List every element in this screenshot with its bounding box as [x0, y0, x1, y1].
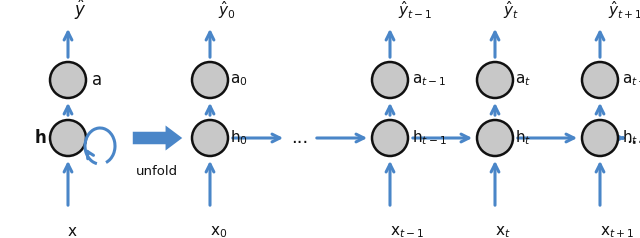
- Text: ...: ...: [291, 129, 308, 147]
- Text: a: a: [92, 71, 102, 89]
- Text: h$_{t-1}$: h$_{t-1}$: [412, 129, 447, 147]
- Text: x$_0$: x$_0$: [210, 224, 227, 238]
- FancyArrowPatch shape: [132, 125, 182, 150]
- Text: $\hat{y}_{t-1}$: $\hat{y}_{t-1}$: [398, 0, 433, 21]
- Text: a$_t$: a$_t$: [515, 72, 531, 88]
- Text: unfold: unfold: [136, 165, 178, 178]
- Text: $\hat{y}_{t+1}$: $\hat{y}_{t+1}$: [608, 0, 640, 21]
- Text: h: h: [35, 129, 46, 147]
- Text: a$_{t+1}$: a$_{t+1}$: [622, 72, 640, 88]
- Text: h$_0$: h$_0$: [230, 129, 248, 147]
- Text: a$_{t-1}$: a$_{t-1}$: [412, 72, 447, 88]
- Ellipse shape: [582, 120, 618, 156]
- Text: x: x: [68, 224, 77, 238]
- Ellipse shape: [50, 120, 86, 156]
- Ellipse shape: [50, 62, 86, 98]
- Text: h$_t$: h$_t$: [515, 129, 531, 147]
- Text: h$_{t+1}$: h$_{t+1}$: [622, 129, 640, 147]
- Text: a$_0$: a$_0$: [230, 72, 248, 88]
- Ellipse shape: [477, 120, 513, 156]
- Ellipse shape: [372, 62, 408, 98]
- Text: ...: ...: [627, 129, 640, 147]
- Text: x$_{t+1}$: x$_{t+1}$: [600, 224, 634, 238]
- Ellipse shape: [192, 120, 228, 156]
- Text: $\hat{y}_0$: $\hat{y}_0$: [218, 0, 236, 21]
- Ellipse shape: [582, 62, 618, 98]
- Text: $\hat{y}$: $\hat{y}$: [74, 0, 86, 22]
- Ellipse shape: [192, 62, 228, 98]
- Text: x$_{t-1}$: x$_{t-1}$: [390, 224, 424, 238]
- Text: $\hat{y}_t$: $\hat{y}_t$: [503, 0, 519, 21]
- Ellipse shape: [477, 62, 513, 98]
- Ellipse shape: [372, 120, 408, 156]
- Text: x$_t$: x$_t$: [495, 224, 511, 238]
